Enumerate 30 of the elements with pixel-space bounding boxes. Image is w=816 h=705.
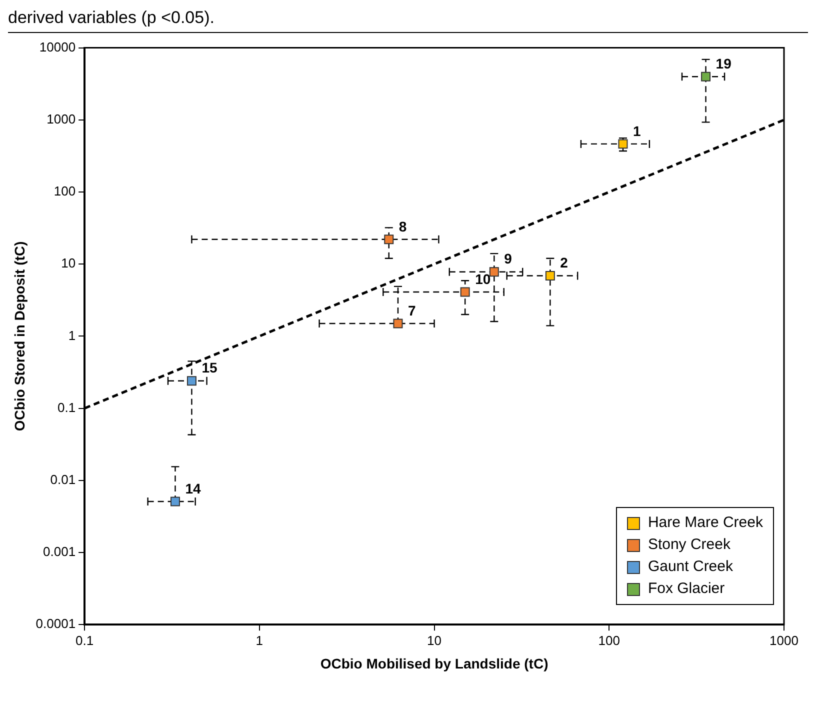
annotation: 15 — [202, 360, 218, 376]
x-axis-title: OCbio Mobilised by Landslide (tC) — [320, 655, 548, 672]
y-tick-label: 100 — [54, 184, 76, 199]
legend-label: Fox Glacier — [648, 579, 725, 599]
legend-label: Stony Creek — [648, 535, 730, 555]
x-tick-label: 100 — [598, 632, 620, 648]
annotation: 19 — [716, 56, 732, 72]
x-tick-label: 10 — [427, 632, 442, 648]
legend-label: Hare Mare Creek — [648, 513, 763, 533]
x-tick-label: 1000 — [770, 632, 798, 648]
x-tick-label: 0.1 — [76, 632, 94, 648]
annotation: 2 — [560, 254, 568, 271]
y-tick-label: 1 — [68, 328, 76, 343]
annotation: 7 — [408, 302, 416, 318]
x-tick-label: 1 — [256, 632, 264, 648]
annotation: 1 — [632, 122, 641, 139]
y-tick-label: 0.0001 — [36, 616, 76, 632]
y-tick-label: 10 — [61, 256, 76, 271]
text: derived variables (p <0.05). — [8, 8, 808, 33]
y-tick-label: 1000 — [46, 111, 76, 126]
annotation: 14 — [185, 480, 202, 496]
legend-label: Gaunt Creek — [648, 557, 733, 577]
annotation: 8 — [398, 218, 407, 234]
y-tick-label: 0.01 — [50, 472, 76, 487]
y-tick-label: 0.001 — [43, 544, 76, 560]
y-tick-label: 0.1 — [57, 400, 76, 415]
y-axis-title: OCbio Stored in Deposit (tC) — [11, 241, 28, 432]
annotation: 10 — [475, 270, 491, 287]
y-tick-label: 10000 — [39, 39, 76, 54]
annotation: 9 — [504, 250, 512, 267]
